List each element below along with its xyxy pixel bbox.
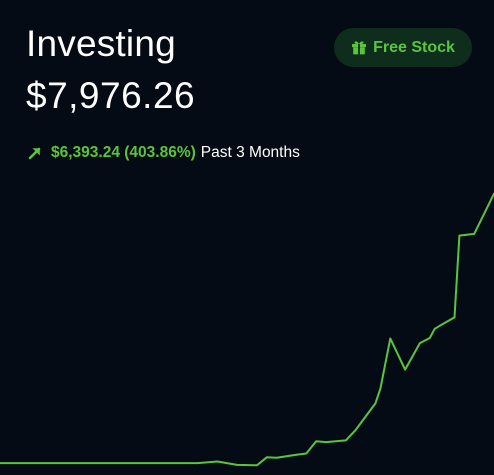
portfolio-line bbox=[0, 192, 494, 467]
free-stock-button[interactable]: Free Stock bbox=[334, 28, 472, 67]
page-title: Investing bbox=[26, 23, 176, 64]
arrow-up-right-icon bbox=[28, 146, 42, 160]
performance-summary: $6,393.24 (403.86%) Past 3 Months bbox=[28, 142, 300, 164]
portfolio-balance: $7,976.26 bbox=[26, 75, 196, 116]
performance-period: Past 3 Months bbox=[200, 144, 300, 161]
gift-icon bbox=[351, 40, 367, 55]
free-stock-label: Free Stock bbox=[373, 38, 455, 56]
performance-change: $6,393.24 (403.86%) bbox=[51, 144, 196, 161]
